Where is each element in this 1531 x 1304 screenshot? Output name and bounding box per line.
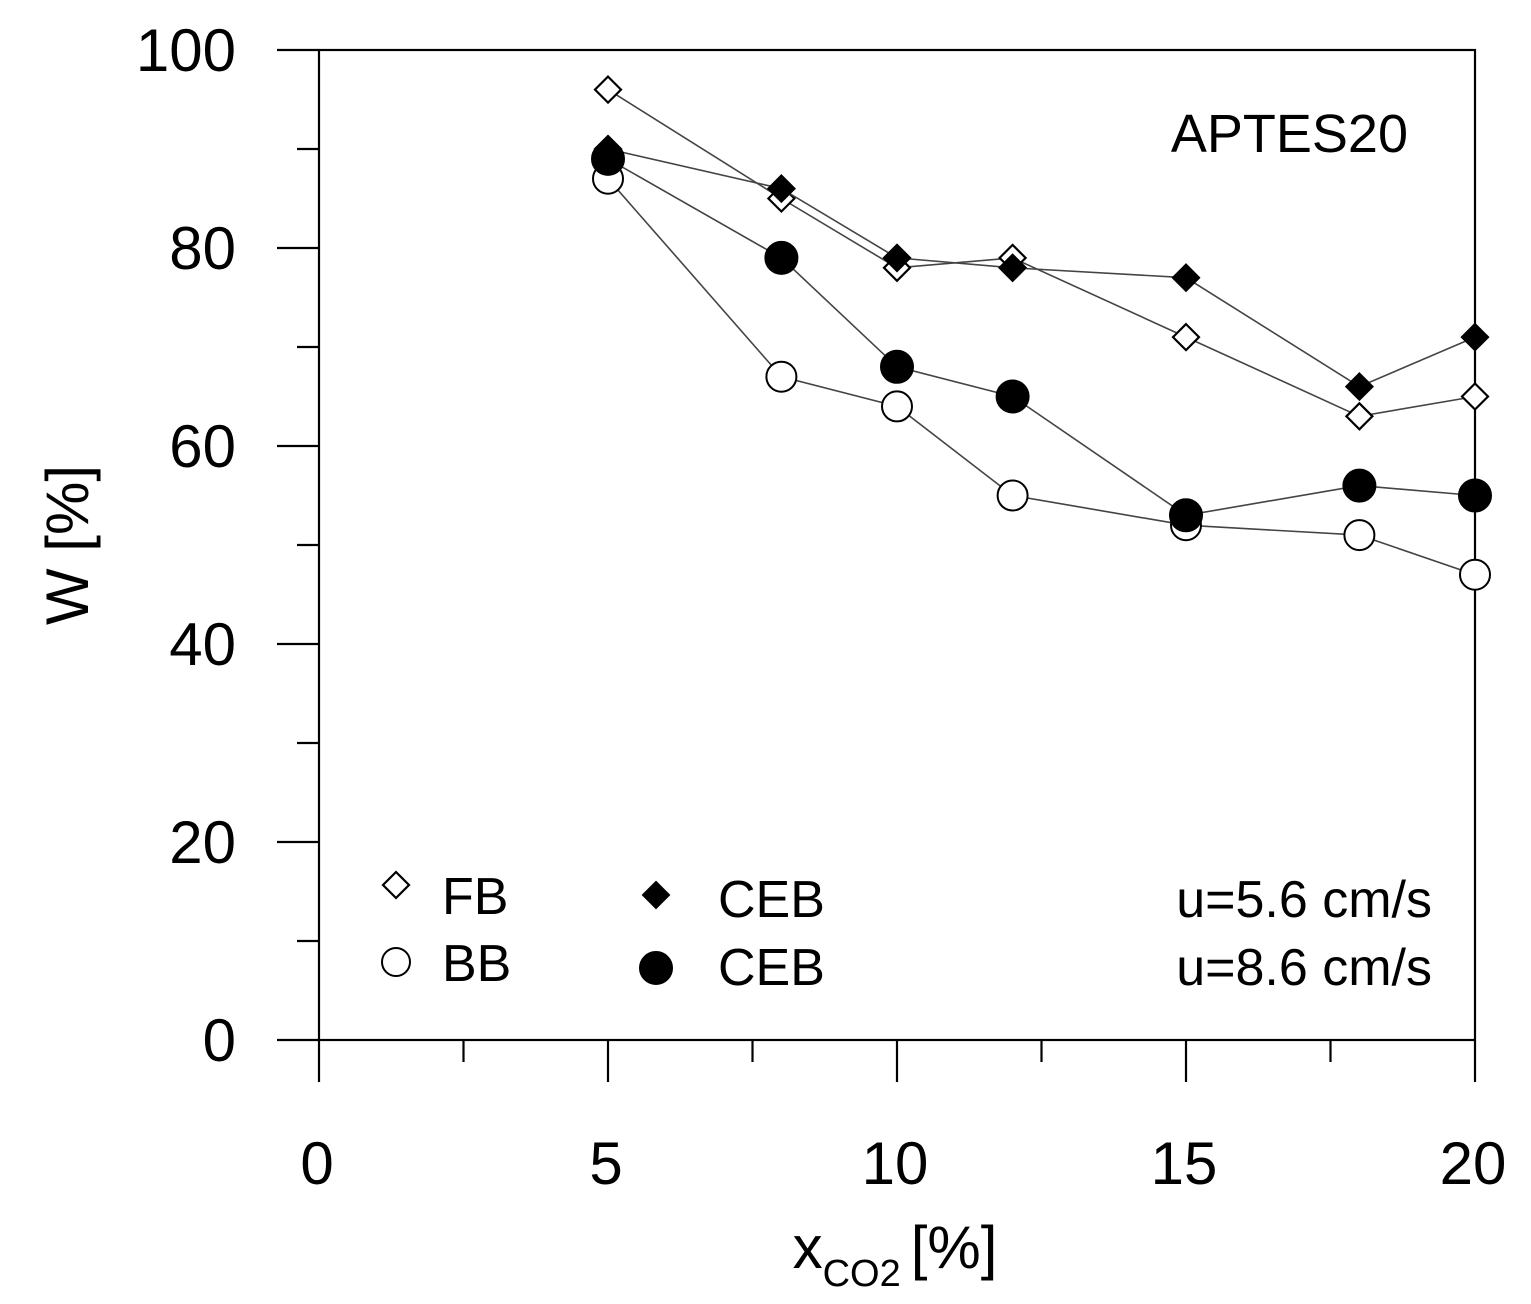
legend-marker-ceb-diamond [643, 882, 669, 908]
x-axis-title-unit: [%] [911, 1214, 998, 1281]
data-point [765, 242, 797, 274]
data-point [1344, 520, 1374, 550]
y-tick-label: 0 [203, 1007, 236, 1074]
x-axis-title-sub: CO2 [823, 1253, 901, 1295]
data-point [1460, 560, 1490, 590]
data-point [1173, 324, 1199, 350]
legend-row-2: BB CEB u=8.6 cm/s [382, 935, 1432, 997]
x-axis-title-main: x [793, 1214, 823, 1281]
data-point [1346, 374, 1372, 400]
x-tick-label: 0 [300, 1130, 333, 1197]
y-tick-label: 20 [169, 809, 236, 876]
data-point [1346, 403, 1372, 429]
x-tick-label: 15 [1151, 1130, 1218, 1197]
data-point [881, 351, 913, 383]
series-line [608, 159, 1475, 515]
data-point [595, 77, 621, 103]
x-tick-label: 10 [862, 1130, 929, 1197]
y-tick-label: 60 [169, 413, 236, 480]
data-point [1462, 384, 1488, 410]
legend-row-1: FB CEB u=5.6 cm/s [383, 868, 1432, 929]
data-point [1462, 324, 1488, 350]
legend-marker-fb [383, 872, 409, 898]
legend-velocity-1: u=5.6 cm/s [1176, 871, 1432, 929]
legend-label-ceb-1: CEB [718, 871, 825, 929]
legend-label-fb: FB [442, 868, 508, 926]
legend-velocity-2: u=8.6 cm/s [1176, 939, 1432, 997]
legend-label-ceb-2: CEB [718, 939, 825, 997]
data-point [1343, 470, 1375, 502]
data-point [1173, 265, 1199, 291]
x-tick-label: 20 [1440, 1130, 1507, 1197]
legend: FB CEB u=5.6 cm/s BB CEB u=8.6 cm/s [382, 868, 1432, 997]
y-tick-label: 100 [136, 17, 236, 84]
data-point [998, 481, 1028, 511]
x-axis-title: xCO2 [%] [793, 1214, 998, 1295]
legend-marker-bb [382, 948, 410, 976]
data-point [997, 381, 1029, 413]
chart-annotation: APTES20 [1171, 104, 1408, 164]
legend-marker-ceb-circle [640, 952, 672, 984]
data-point [766, 362, 796, 392]
y-axis: 0 20 40 60 80 100 [136, 17, 319, 1074]
data-point [1459, 480, 1491, 512]
series-ceb-circle-filled [592, 143, 1491, 531]
y-axis-title: W [%] [34, 465, 101, 625]
x-axis: 0 5 10 15 20 [300, 1040, 1506, 1197]
chart: 0 20 40 60 80 100 0 5 10 15 20 APTES20 W [%] xCO2… [0, 0, 1531, 1304]
legend-label-bb: BB [442, 935, 511, 993]
data-point [1170, 499, 1202, 531]
x-tick-label: 5 [589, 1130, 622, 1197]
y-tick-label: 40 [169, 611, 236, 678]
y-tick-label: 80 [169, 215, 236, 282]
data-point [592, 143, 624, 175]
series-ceb-diamond-filled [595, 136, 1488, 400]
data-point [882, 391, 912, 421]
series-line [608, 149, 1475, 387]
